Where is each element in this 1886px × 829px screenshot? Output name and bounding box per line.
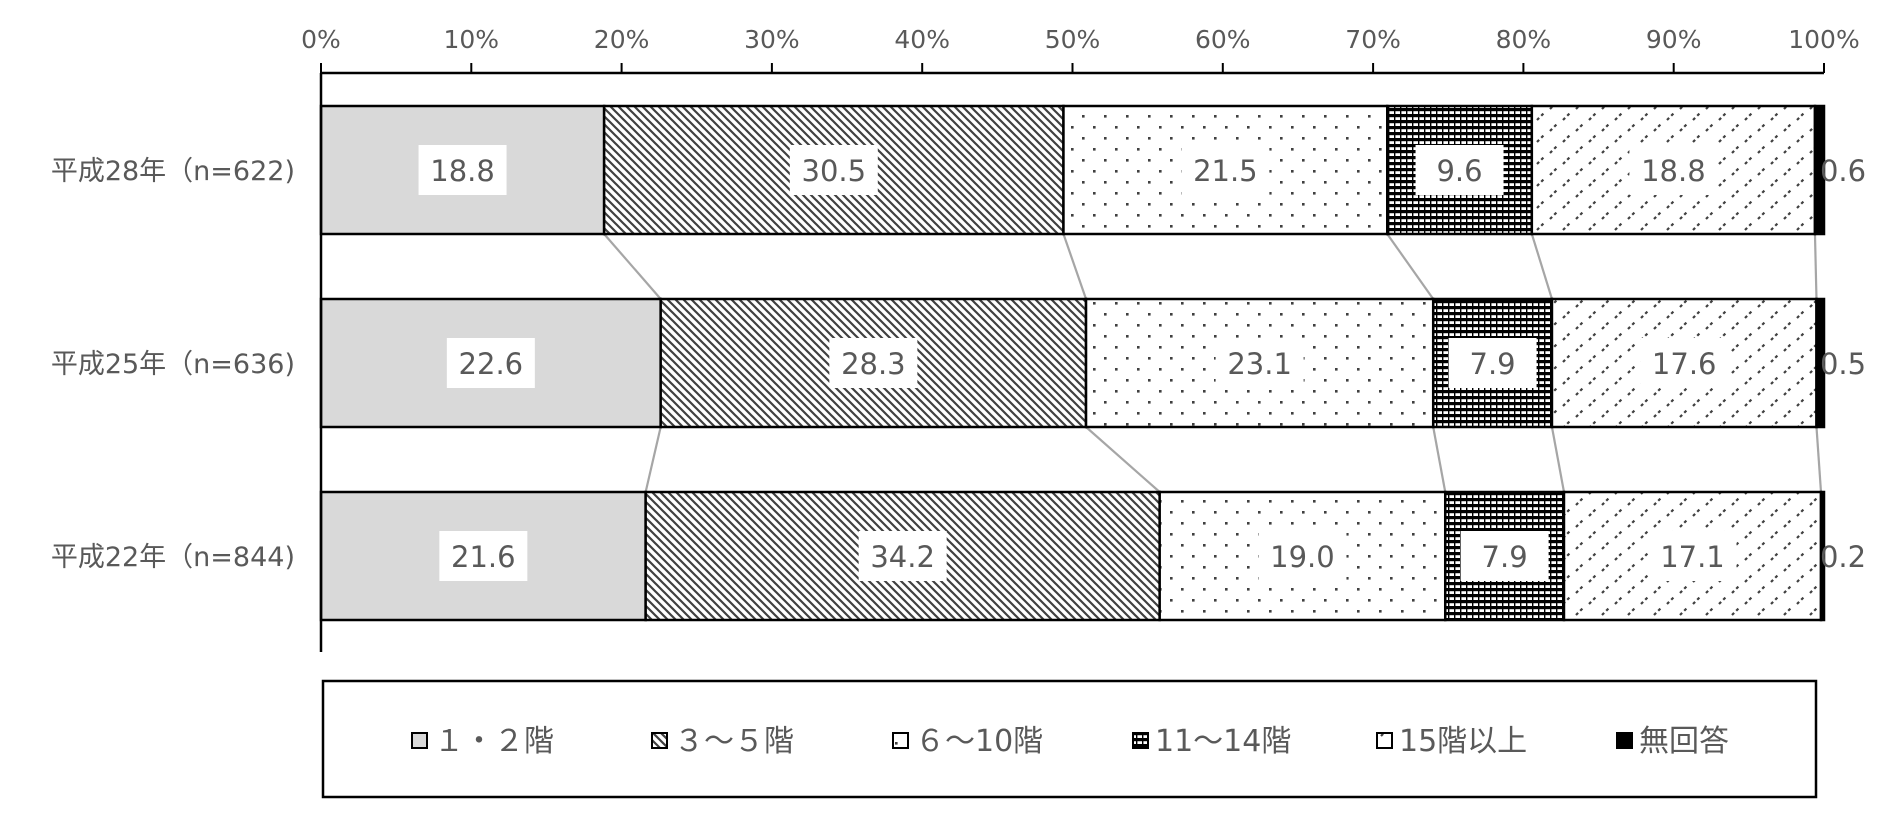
x-tick-label: 100% bbox=[1788, 25, 1859, 54]
bars-group bbox=[319, 104, 1826, 622]
data-label-box bbox=[789, 145, 878, 195]
row-label: 平成25年（n=636) bbox=[51, 349, 295, 380]
data-label: 18.8 bbox=[1641, 154, 1706, 188]
data-label: 23.1 bbox=[1227, 347, 1292, 381]
series-connector-line bbox=[1813, 233, 1818, 300]
x-tick-label: 90% bbox=[1646, 25, 1702, 54]
data-label-box bbox=[439, 531, 528, 581]
data-label: 19.0 bbox=[1270, 540, 1335, 574]
x-tick-label: 60% bbox=[1195, 25, 1251, 54]
legend-swatch bbox=[411, 732, 428, 749]
x-tick-label: 10% bbox=[444, 25, 500, 54]
data-label: 0.5 bbox=[1820, 347, 1866, 381]
series-connector-line bbox=[644, 426, 662, 493]
connector-lines-group bbox=[603, 233, 1823, 493]
legend-swatch bbox=[1616, 732, 1633, 749]
data-label-box bbox=[1258, 531, 1347, 581]
data-label: 0.2 bbox=[1820, 540, 1866, 574]
data-label-box bbox=[1648, 531, 1737, 581]
data-label: 7.9 bbox=[1470, 347, 1516, 381]
legend-swatch bbox=[651, 732, 668, 749]
series-connector-line bbox=[1386, 233, 1435, 300]
data-label: 30.5 bbox=[802, 154, 867, 188]
legend-label: １・２階 bbox=[434, 724, 554, 759]
data-label: 9.6 bbox=[1436, 154, 1482, 188]
data-label: 34.2 bbox=[870, 540, 935, 574]
data-label: 21.6 bbox=[451, 540, 516, 574]
axis-group: 0% 10% 20% 30% 40% 50% 60% 70% 80% 90% 100% 平成28年（n… bbox=[51, 25, 1860, 652]
legend-label: 15階以上 bbox=[1399, 724, 1527, 759]
series-connector-line bbox=[1062, 233, 1088, 300]
series-connector-line bbox=[1530, 233, 1554, 300]
legend-frame bbox=[321, 679, 1818, 799]
x-tick-label: 0% bbox=[301, 25, 341, 54]
row-label: 平成28年（n=622) bbox=[51, 156, 295, 187]
data-label: 28.3 bbox=[841, 347, 906, 381]
data-label-box bbox=[1460, 531, 1549, 581]
data-label-box bbox=[1448, 338, 1537, 388]
data-labels-group: 18.8 30.5 21.5 9.6 18.8 0.6 22.6 28.3 23.1 7.9 17.… bbox=[418, 145, 1866, 581]
data-label-box bbox=[1181, 145, 1270, 195]
data-label-box bbox=[829, 338, 918, 388]
data-label: 17.6 bbox=[1652, 347, 1717, 381]
x-tick-label: 30% bbox=[744, 25, 800, 54]
bar-segment bbox=[1813, 104, 1826, 236]
legend-swatch bbox=[1376, 732, 1393, 749]
legend-label: 11～14階 bbox=[1155, 724, 1291, 759]
data-label-box bbox=[858, 531, 947, 581]
data-label-box bbox=[446, 338, 535, 388]
x-tick-label: 70% bbox=[1345, 25, 1401, 54]
x-tick-label: 80% bbox=[1496, 25, 1552, 54]
x-tick-label: 50% bbox=[1045, 25, 1101, 54]
data-label-box bbox=[1640, 338, 1729, 388]
row-label: 平成22年（n=844) bbox=[51, 542, 295, 573]
data-label-box bbox=[1415, 145, 1504, 195]
legend-label: ６～10階 bbox=[915, 724, 1043, 759]
series-connector-line bbox=[1432, 426, 1447, 493]
data-label: 21.5 bbox=[1193, 154, 1258, 188]
data-label-box bbox=[418, 145, 507, 195]
data-label: 17.1 bbox=[1660, 540, 1725, 574]
legend: １・２階 ３～５階 ６～10階 11～14階 15階以上 無回答 bbox=[321, 679, 1818, 799]
legend-swatch bbox=[1132, 732, 1149, 749]
data-label-box bbox=[1215, 338, 1304, 388]
bar-segment bbox=[1815, 297, 1826, 429]
series-connector-line bbox=[603, 233, 662, 300]
data-label: 0.6 bbox=[1820, 154, 1866, 188]
series-connector-line bbox=[1085, 426, 1161, 493]
data-label-box bbox=[1629, 145, 1718, 195]
x-tick-label: 20% bbox=[594, 25, 650, 54]
series-connector-line bbox=[1815, 426, 1823, 493]
legend-label: 無回答 bbox=[1639, 724, 1729, 759]
x-tick-label: 40% bbox=[894, 25, 950, 54]
legend-label: ３～５階 bbox=[674, 724, 794, 759]
data-label: 18.8 bbox=[430, 154, 495, 188]
bar-segment bbox=[1819, 490, 1826, 622]
series-connector-line bbox=[1550, 426, 1566, 493]
data-label: 7.9 bbox=[1482, 540, 1528, 574]
legend-swatch bbox=[892, 732, 909, 749]
data-label: 22.6 bbox=[459, 347, 524, 381]
